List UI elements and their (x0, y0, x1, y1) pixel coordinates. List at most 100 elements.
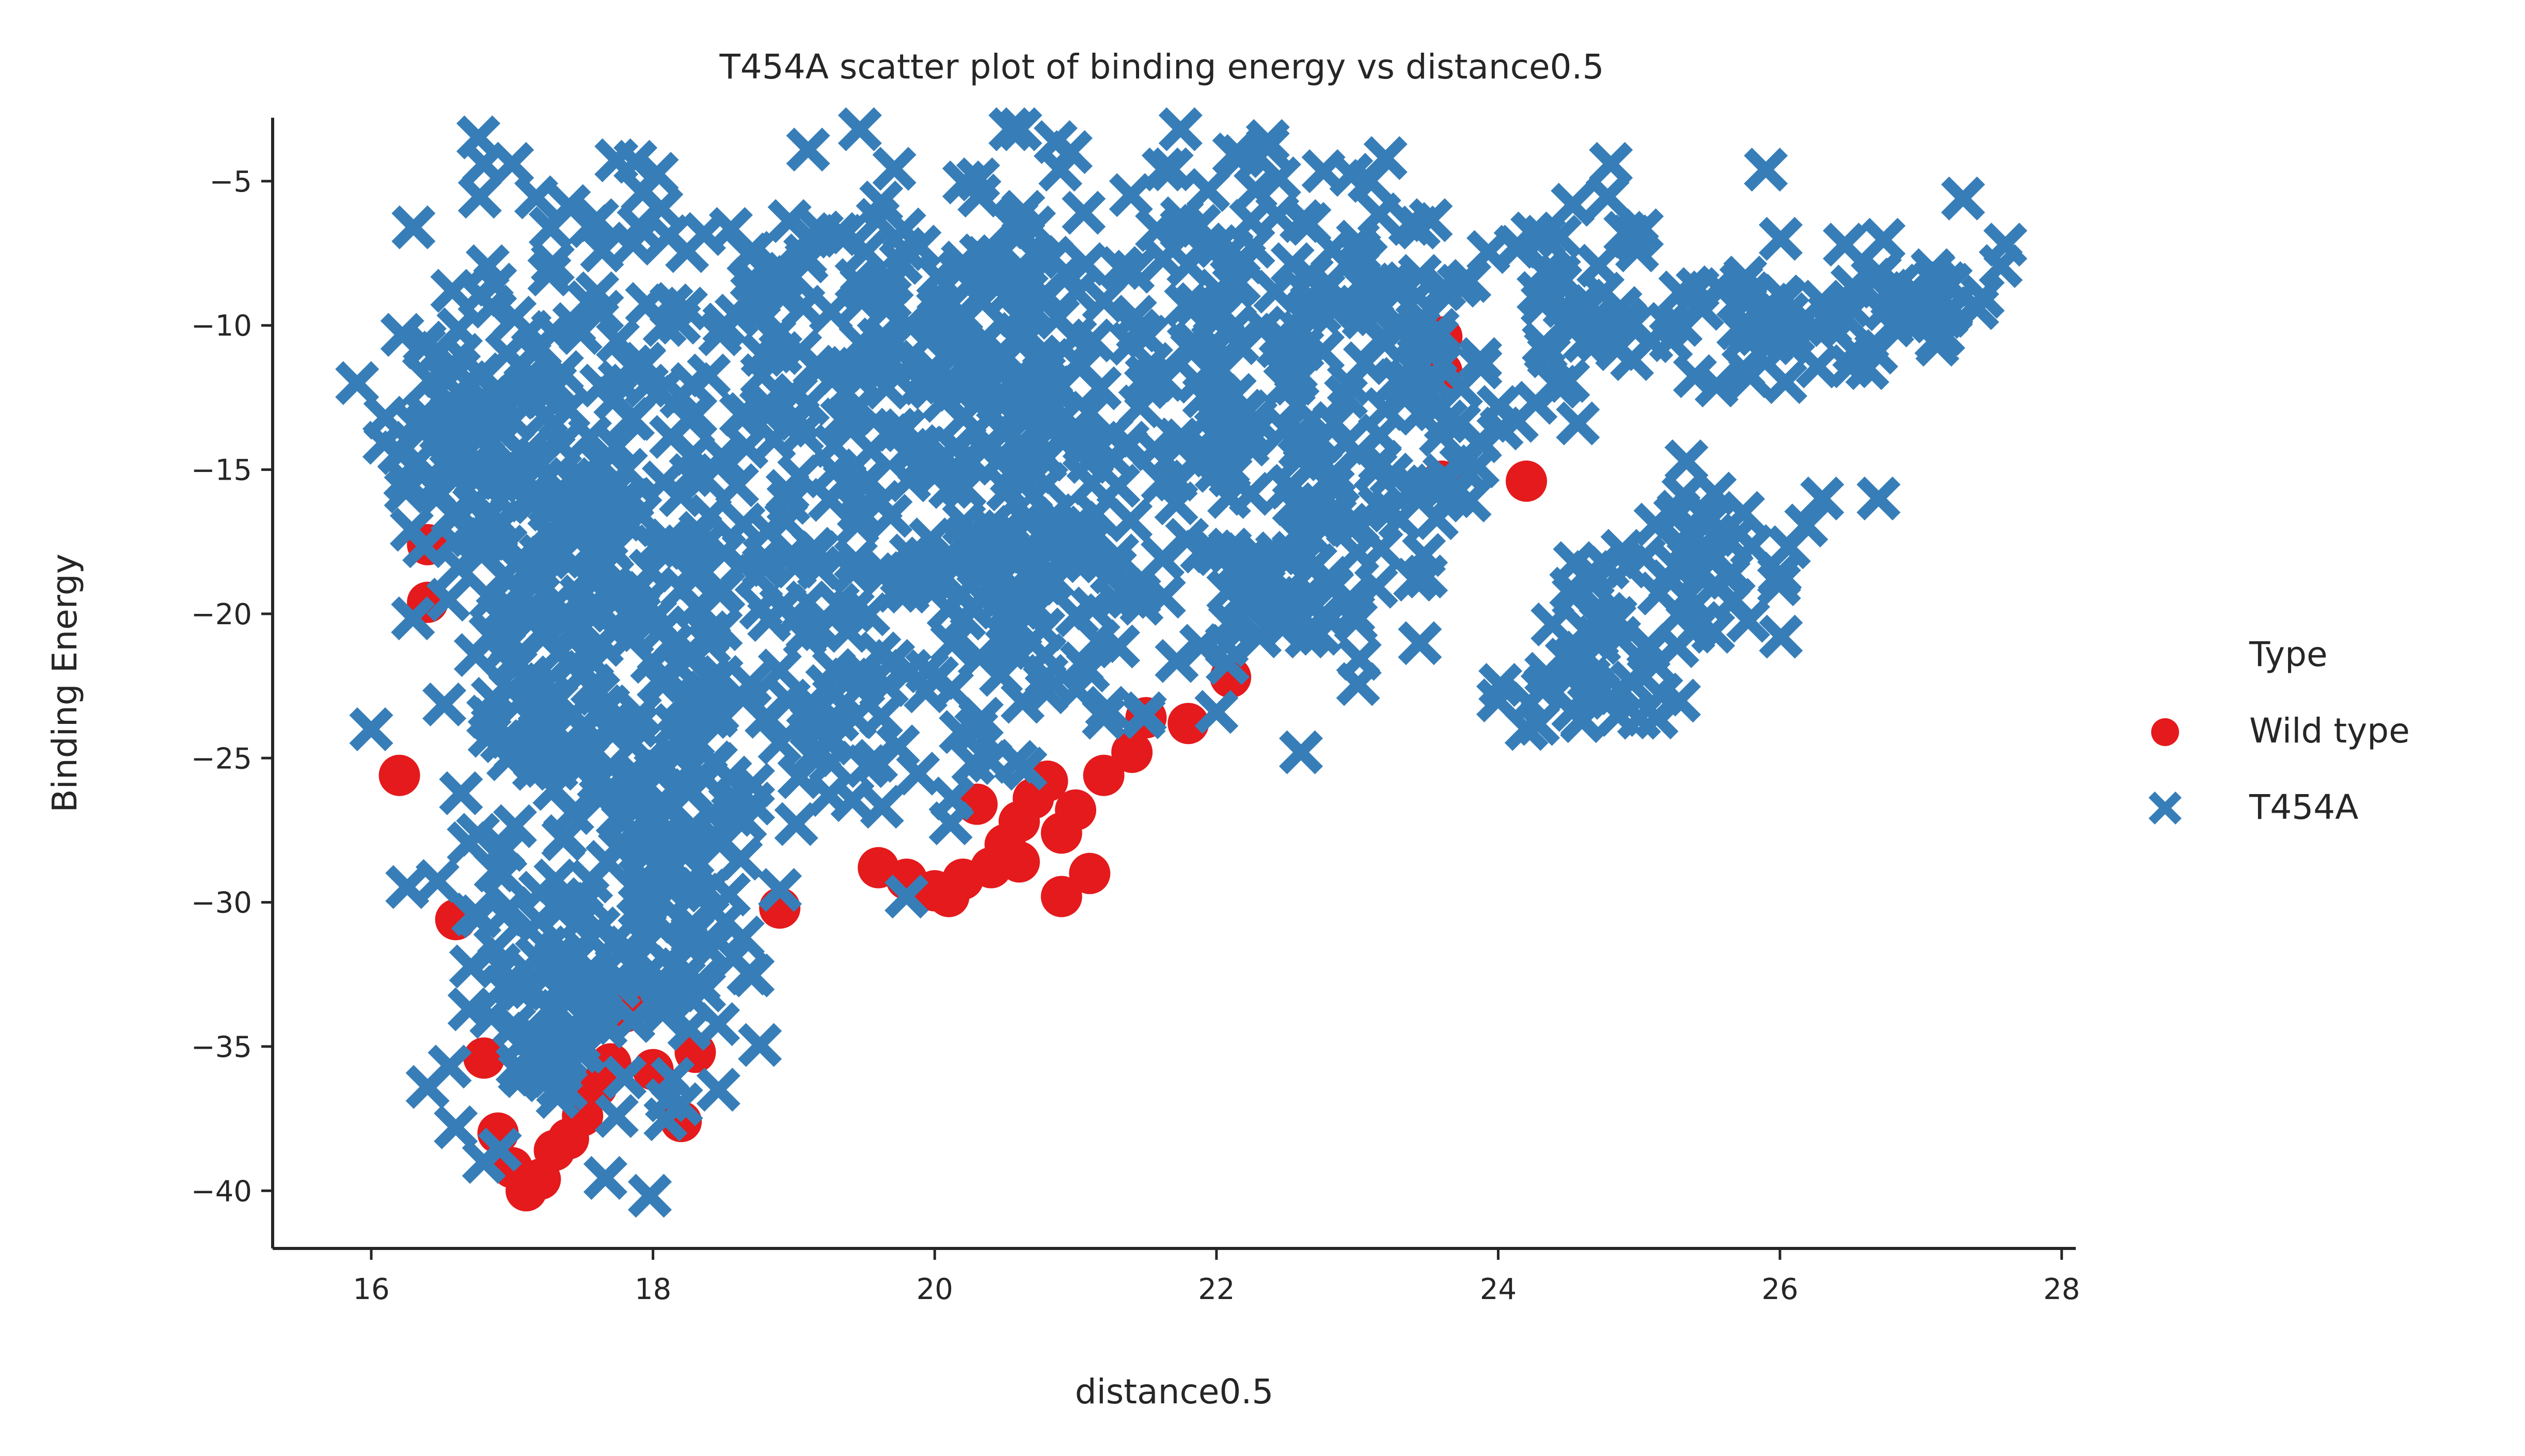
t454a-point (1378, 497, 1423, 541)
t454a-point (1060, 344, 1104, 388)
t454a-point (1573, 295, 1618, 339)
t454a-point (1823, 223, 1867, 267)
t454a-point (1297, 611, 1342, 656)
t454a-point (547, 184, 591, 228)
t454a-series (335, 107, 2028, 1218)
t454a-point (493, 804, 538, 848)
t454a-point (646, 214, 691, 259)
t454a-point (809, 290, 853, 334)
t454a-point (571, 947, 615, 992)
t454a-point (471, 521, 516, 565)
t454a-point (1907, 287, 1952, 331)
t454a-point (597, 705, 642, 750)
t454a-point (437, 545, 481, 589)
t454a-point (1109, 322, 1153, 366)
t454a-point (1527, 334, 1571, 378)
t454a-point (481, 964, 526, 1009)
t454a-point (1141, 459, 1185, 504)
t454a-point (1730, 524, 1774, 568)
t454a-point (885, 874, 929, 919)
t454a-point (1216, 541, 1260, 585)
t454a-point (1256, 324, 1301, 369)
t454a-point (523, 1032, 567, 1076)
wild-type-point (378, 754, 420, 796)
t454a-point (1693, 471, 1737, 516)
t454a-point (1617, 695, 1661, 740)
t454a-point (1001, 462, 1046, 506)
t454a-point (349, 707, 393, 751)
t454a-point (1149, 147, 1194, 192)
t454a-point (491, 398, 535, 442)
t454a-point (439, 771, 483, 815)
t454a-point (926, 330, 971, 375)
t454a-point (1530, 602, 1575, 647)
t454a-point (1759, 217, 1803, 261)
t454a-point (1726, 598, 1771, 643)
t454a-point (1694, 363, 1739, 408)
t454a-point (1109, 173, 1153, 217)
t454a-point (1231, 225, 1275, 269)
y-tick-label: −10 (191, 309, 252, 343)
t454a-point (1414, 463, 1458, 508)
t454a-point (1344, 239, 1388, 283)
t454a-point (613, 139, 658, 184)
t454a-point (978, 577, 1022, 622)
t454a-point (1109, 498, 1153, 543)
t454a-point (1682, 530, 1727, 574)
t454a-point (765, 469, 810, 513)
t454a-point (1583, 592, 1628, 636)
t454a-point (1257, 156, 1301, 201)
x-tick-label: 26 (1761, 1273, 1798, 1306)
t454a-point (905, 649, 950, 693)
t454a-point (1098, 246, 1143, 290)
t454a-point (669, 453, 713, 497)
t454a-point (462, 1140, 506, 1184)
t454a-point (517, 559, 562, 604)
t454a-point (939, 572, 984, 616)
t454a-point (1479, 406, 1524, 451)
t454a-point (1664, 439, 1709, 484)
wild-type-point (1027, 760, 1068, 802)
t454a-point (867, 276, 912, 321)
t454a-point (1800, 476, 1844, 521)
t454a-point (537, 889, 582, 934)
t454a-point (1194, 690, 1239, 734)
t454a-point (939, 710, 983, 754)
t454a-point (1456, 444, 1500, 488)
t454a-point (906, 318, 950, 362)
t454a-point (1123, 691, 1167, 736)
wild-type-point (998, 841, 1040, 883)
t454a-point (593, 376, 638, 420)
t454a-point (486, 737, 530, 782)
t454a-point (1870, 303, 1915, 347)
t454a-point (508, 353, 552, 397)
t454a-point (530, 515, 574, 559)
x-axis-ticks: 16 18 20 22 24 26 28 (353, 1248, 2080, 1306)
wild-type-point (463, 1037, 505, 1079)
t454a-point (436, 307, 481, 352)
t454a-point (530, 241, 575, 286)
y-tick-label: −15 (191, 454, 252, 487)
t454a-point (1070, 587, 1115, 631)
t454a-point (457, 175, 502, 219)
y-tick-label: −5 (209, 165, 252, 199)
y-tick-label: −25 (191, 742, 252, 776)
t454a-point (384, 469, 428, 514)
t454a-point (1537, 254, 1581, 298)
t454a-point (1069, 461, 1114, 505)
t454a-point (740, 353, 784, 398)
t454a-point (1007, 528, 1051, 573)
t454a-point (1279, 730, 1323, 774)
t454a-point (693, 676, 737, 721)
t454a-point (580, 228, 624, 273)
t454a-point (930, 776, 974, 821)
t454a-point (335, 361, 380, 405)
t454a-point (687, 353, 731, 398)
t454a-point (1082, 695, 1126, 740)
t454a-point (456, 813, 500, 857)
t454a-point (918, 561, 962, 606)
t454a-point (750, 386, 794, 430)
t454a-point (693, 741, 738, 786)
t454a-point (1676, 267, 1720, 311)
t454a-point (430, 492, 475, 536)
